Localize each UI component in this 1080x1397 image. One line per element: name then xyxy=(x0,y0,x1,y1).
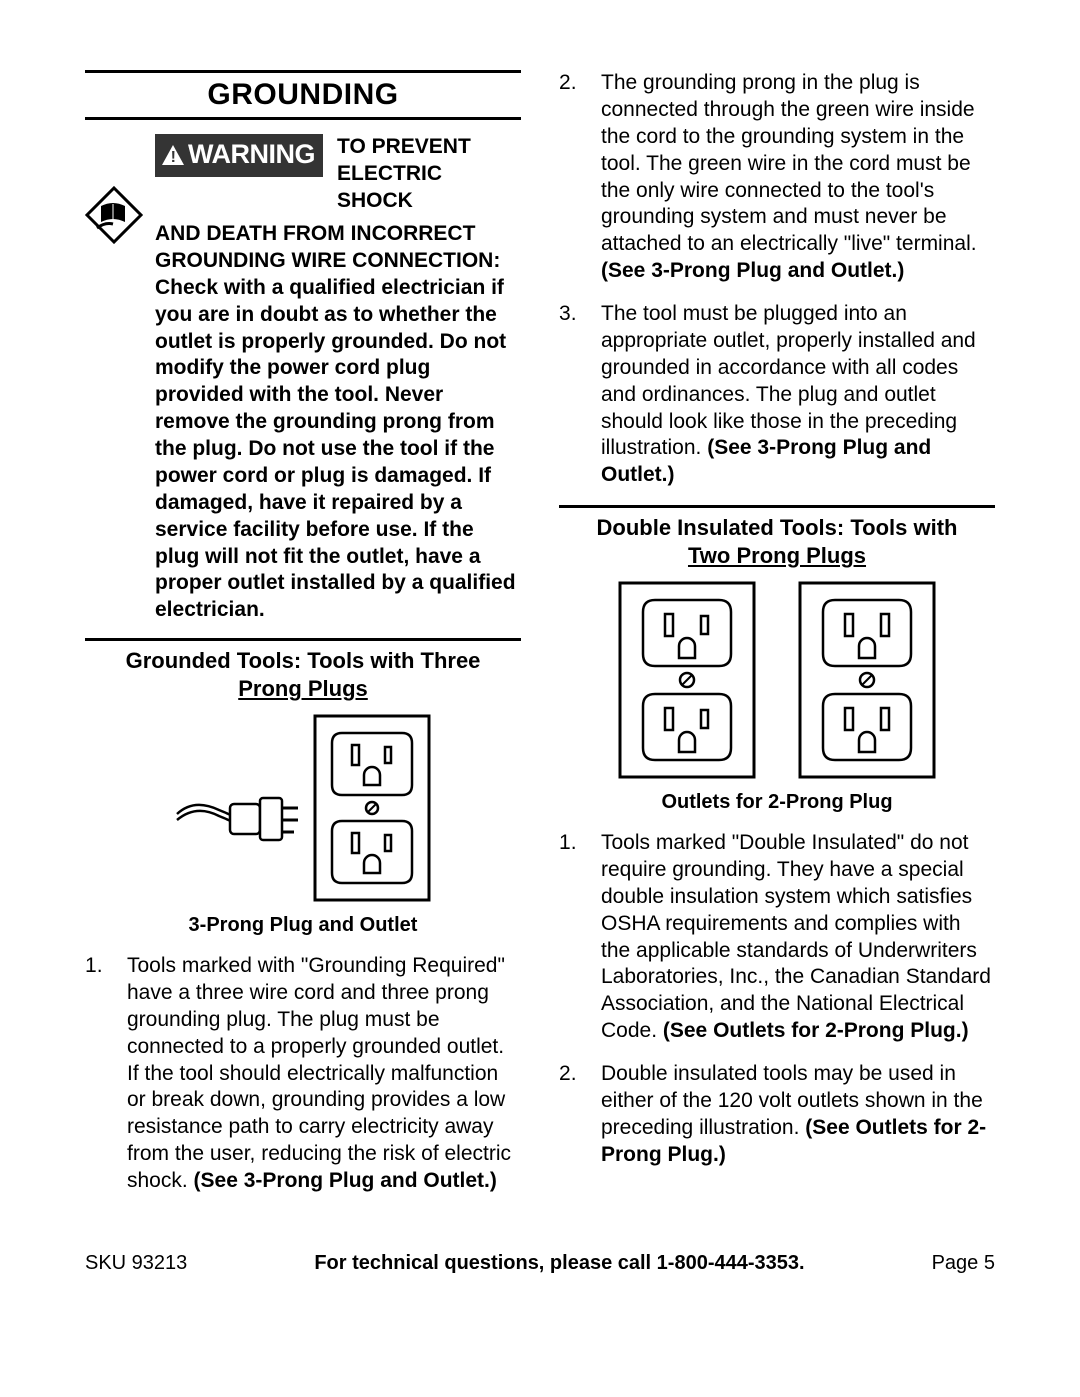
fig2-caption: Outlets for 2-Prong Plug xyxy=(559,790,995,816)
footer-support: For technical questions, please call 1-8… xyxy=(314,1251,804,1277)
right-list-b: Tools marked "Double Insulated" do not r… xyxy=(559,830,995,1169)
warning-lead: AND DEATH FROM INCORRECT GROUNDING WIRE … xyxy=(155,221,521,275)
warning-body: Check with a qualified electrician if yo… xyxy=(155,275,521,624)
warning-badge: ! WARNING xyxy=(155,134,323,177)
list-item: The tool must be plugged into an appropr… xyxy=(559,301,995,489)
list-item: Tools marked with "Grounding Required" h… xyxy=(85,953,521,1195)
subheading-grounded: Grounded Tools: Tools with Three Prong P… xyxy=(85,638,521,703)
right-list-a: The grounding prong in the plug is conne… xyxy=(559,70,995,489)
list-item: Double insulated tools may be used in ei… xyxy=(559,1061,995,1169)
list-item: Tools marked "Double Insulated" do not r… xyxy=(559,830,995,1045)
page-footer: SKU 93213 For technical questions, pleas… xyxy=(85,1251,995,1277)
warning-lead-partial: TO PREVENT ELECTRIC SHOCK xyxy=(337,134,521,215)
warning-label-text: WARNING xyxy=(188,137,315,172)
footer-page: Page 5 xyxy=(932,1251,995,1277)
subheading-double-insulated: Double Insulated Tools: Tools with Two P… xyxy=(559,505,995,570)
left-list: Tools marked with "Grounding Required" h… xyxy=(85,953,521,1195)
list-item: The grounding prong in the plug is conne… xyxy=(559,70,995,285)
svg-text:!: ! xyxy=(171,149,176,166)
figure-3prong xyxy=(85,713,521,903)
figure-2prong xyxy=(559,580,995,780)
fig1-caption: 3-Prong Plug and Outlet xyxy=(85,913,521,939)
read-manual-icon xyxy=(85,186,143,252)
footer-sku: SKU 93213 xyxy=(85,1251,187,1277)
page-heading: GROUNDING xyxy=(85,70,521,120)
